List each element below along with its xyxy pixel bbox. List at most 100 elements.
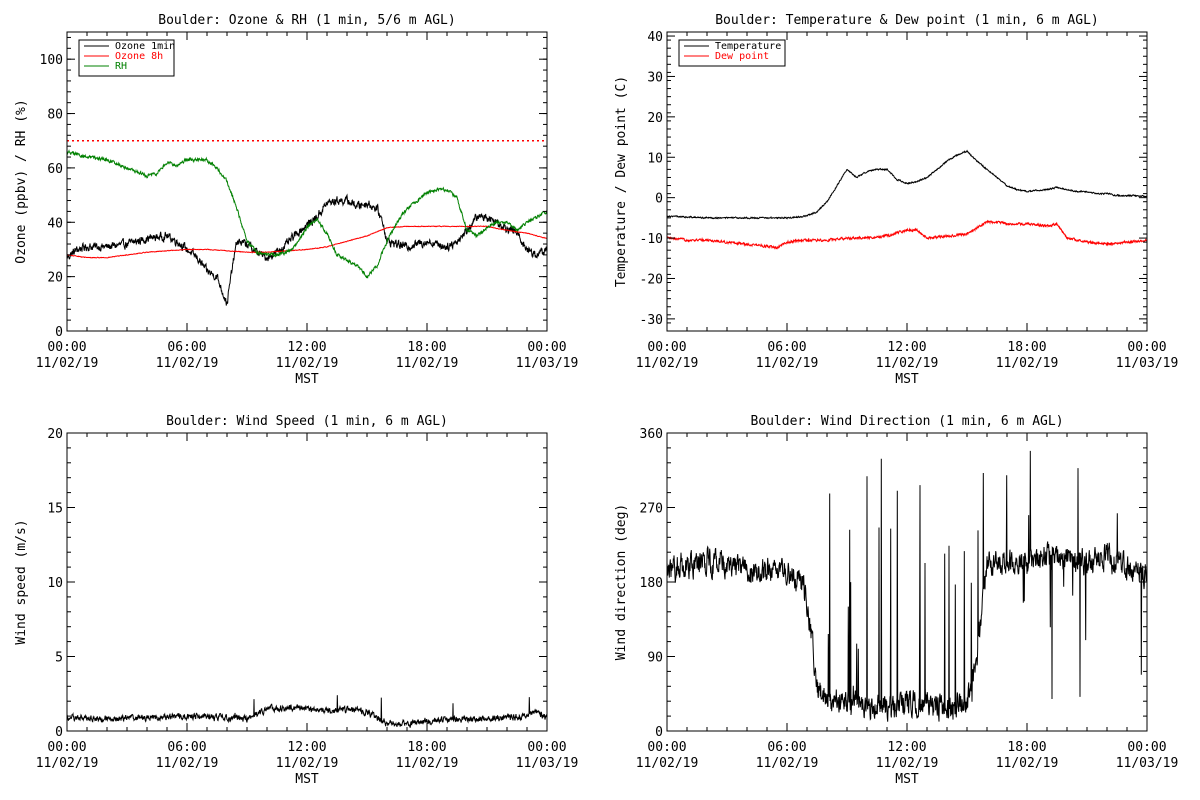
ozone-rh-panel: Boulder: Ozone & RH (1 min, 5/6 m AGL) 0 2… xyxy=(14,13,578,387)
y-tick-label: 100 xyxy=(40,53,63,68)
x-tick-time: 00:00 xyxy=(647,740,686,755)
x-axis-label: MST xyxy=(895,372,919,387)
plot-frame xyxy=(66,432,548,732)
series-line-data xyxy=(667,450,1147,722)
y-tick-label: 0 xyxy=(655,192,663,207)
x-tick-date: 11/02/19 xyxy=(36,756,99,771)
y-axis-label: Temperature / Dew point (C) xyxy=(614,76,629,287)
x-tick-time: 00:00 xyxy=(47,740,86,755)
y-axis-label: Wind direction (deg) xyxy=(614,504,629,661)
x-tick-date: 11/02/19 xyxy=(276,756,339,771)
y-tick-label: 10 xyxy=(47,576,63,591)
y-tick-label: 0 xyxy=(55,325,63,340)
y-tick-label: 10 xyxy=(647,151,663,166)
plot-area xyxy=(67,139,547,306)
y-tick-label: 80 xyxy=(47,108,63,123)
y-tick-label: 40 xyxy=(47,216,63,231)
x-tick-date: 11/02/19 xyxy=(156,356,219,371)
chart-title: Boulder: Temperature & Dew point (1 min,… xyxy=(715,13,1099,28)
x-tick-time: 18:00 xyxy=(407,740,446,755)
x-tick-time: 06:00 xyxy=(767,740,806,755)
x-tick-time: 00:00 xyxy=(527,340,566,355)
x-axis-label: MST xyxy=(295,372,319,387)
y-tick-label: 360 xyxy=(640,427,663,442)
x-tick-time: 00:00 xyxy=(647,340,686,355)
x-tick-date: 11/03/19 xyxy=(1116,756,1179,771)
plot-frame xyxy=(666,432,1148,732)
y-tick-label: 15 xyxy=(47,502,63,517)
x-tick-date: 11/03/19 xyxy=(516,756,579,771)
y-tick-label: 30 xyxy=(647,70,663,85)
y-tick-label: 0 xyxy=(655,725,663,740)
x-tick-date: 11/02/19 xyxy=(396,356,459,371)
y-tick-label: 0 xyxy=(55,725,63,740)
legend-label: Ozone 1min xyxy=(115,41,175,52)
legend-label: RH xyxy=(115,61,127,72)
x-tick-time: 06:00 xyxy=(167,740,206,755)
y-tick-label: 180 xyxy=(640,576,663,591)
x-tick-date: 11/02/19 xyxy=(756,356,819,371)
x-axis-label: MST xyxy=(895,772,919,787)
plot-area xyxy=(667,149,1147,250)
y-tick-label: 270 xyxy=(640,502,663,517)
wind-direction-panel: Boulder: Wind Direction (1 min, 6 m AGL)… xyxy=(614,414,1178,787)
x-tick-date: 11/02/19 xyxy=(36,356,99,371)
y-tick-label: 40 xyxy=(647,30,663,45)
legend-label: Temperature xyxy=(715,41,781,52)
chart-title: Boulder: Wind Direction (1 min, 6 m AGL) xyxy=(750,414,1063,429)
y-tick-label: 20 xyxy=(47,427,63,442)
x-tick-date: 11/02/19 xyxy=(156,756,219,771)
series-line-dew-point xyxy=(667,219,1147,250)
x-tick-time: 12:00 xyxy=(287,340,326,355)
x-tick-time: 18:00 xyxy=(1007,740,1046,755)
x-tick-date: 11/03/19 xyxy=(516,356,579,371)
x-tick-time: 00:00 xyxy=(1127,740,1166,755)
x-tick-date: 11/02/19 xyxy=(876,756,939,771)
x-tick-time: 12:00 xyxy=(287,740,326,755)
temperature-dewpoint-panel: Boulder: Temperature & Dew point (1 min,… xyxy=(614,13,1178,387)
x-tick-time: 06:00 xyxy=(167,340,206,355)
x-tick-date: 11/02/19 xyxy=(756,756,819,771)
x-tick-time: 00:00 xyxy=(47,340,86,355)
y-tick-label: -20 xyxy=(640,272,663,287)
y-tick-label: -30 xyxy=(640,313,663,328)
y-tick-label: 5 xyxy=(55,651,63,666)
x-tick-time: 12:00 xyxy=(887,340,926,355)
y-axis-label: Wind speed (m/s) xyxy=(14,519,29,644)
wind-speed-panel: Boulder: Wind Speed (1 min, 6 m AGL) 0 5 10… xyxy=(14,414,578,787)
plot-area xyxy=(67,695,547,728)
y-tick-label: 20 xyxy=(47,271,63,286)
x-tick-time: 00:00 xyxy=(527,740,566,755)
plot-frame xyxy=(66,31,548,332)
x-tick-date: 11/02/19 xyxy=(636,356,699,371)
x-tick-date: 11/02/19 xyxy=(276,356,339,371)
y-axis-label: Ozone (ppbv) / RH (%) xyxy=(14,99,29,263)
plot-area xyxy=(667,450,1147,722)
x-tick-date: 11/02/19 xyxy=(636,756,699,771)
x-axis-label: MST xyxy=(295,772,319,787)
y-tick-label: 20 xyxy=(647,111,663,126)
legend-label: Dew point xyxy=(715,51,769,62)
y-tick-label: 90 xyxy=(647,651,663,666)
y-tick-label: -10 xyxy=(640,232,663,247)
series-line-ozone-1min xyxy=(67,193,547,306)
x-tick-date: 11/02/19 xyxy=(996,756,1059,771)
x-tick-time: 00:00 xyxy=(1127,340,1166,355)
series-line-data xyxy=(67,695,547,728)
series-line-rh xyxy=(67,149,547,279)
x-tick-date: 11/02/19 xyxy=(996,356,1059,371)
x-tick-time: 18:00 xyxy=(1007,340,1046,355)
series-line-temperature xyxy=(667,149,1147,220)
x-tick-time: 06:00 xyxy=(767,340,806,355)
y-tick-label: 60 xyxy=(47,162,63,177)
series-line-ozone-8h xyxy=(67,225,547,259)
chart-title: Boulder: Wind Speed (1 min, 6 m AGL) xyxy=(166,414,448,429)
x-tick-time: 18:00 xyxy=(407,340,446,355)
x-tick-date: 11/02/19 xyxy=(396,756,459,771)
plot-frame xyxy=(666,31,1148,332)
chart-title: Boulder: Ozone & RH (1 min, 5/6 m AGL) xyxy=(158,13,455,28)
x-tick-date: 11/03/19 xyxy=(1116,356,1179,371)
